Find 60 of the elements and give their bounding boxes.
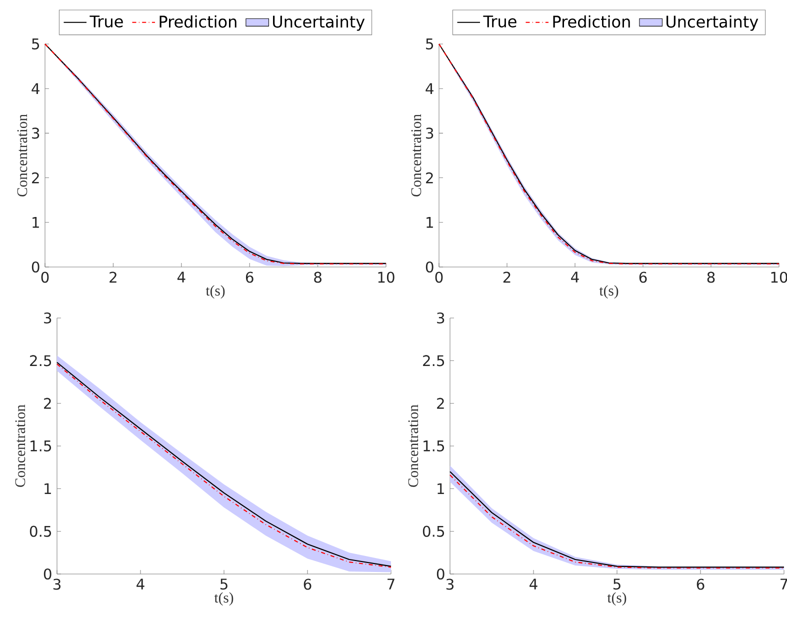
x-axis-title: t(s) [599,285,618,299]
x-tick-label: 10 [378,272,394,283]
y-tick-label: 2.5 [423,355,444,366]
x-tick-label: 3 [446,578,454,590]
x-tick-label: 4 [530,578,538,590]
x-tick-label: 5 [613,578,620,590]
y-tick-label: 3 [44,312,52,324]
y-tick-label: 2 [426,172,433,184]
y-axis-title: Concentration [408,404,418,487]
x-tick-label: 10 [771,272,787,283]
legend-label: Prediction [160,15,236,28]
legend-label: Prediction [553,15,630,28]
y-tick-label: 1.5 [424,440,444,452]
y-tick-label: 0 [426,261,434,273]
x-axis-title: t(s) [214,592,234,606]
x-tick-label: 8 [314,272,322,283]
y-tick-label: 0.5 [422,526,444,537]
y-tick-label: 0 [32,261,40,273]
x-tick-label: 7 [780,578,787,590]
legend-label: True [483,16,516,28]
x-tick-label: 4 [177,272,186,282]
x-tick-label: 4 [136,578,144,590]
legend-label: Uncertainty [273,15,365,31]
x-tick-label: 6 [246,272,254,283]
y-tick-label: 2 [44,398,51,409]
y-tick-label: 1.5 [30,440,52,452]
x-tick-label: 2 [503,272,510,283]
x-tick-label: 7 [388,578,394,590]
y-tick-label: 0 [44,568,52,580]
x-axis-title: t(s) [206,285,225,299]
y-tick-label: 2 [32,172,39,184]
x-tick-label: 3 [53,578,60,590]
x-tick-label: 4 [571,272,579,282]
legend-label: True [90,16,123,28]
y-tick-label: 3 [437,312,444,324]
y-tick-label: 1 [32,217,39,228]
y-tick-label: 2 [437,398,444,409]
y-axis-title: Concentration [17,114,28,196]
y-tick-label: 2.5 [30,355,52,366]
x-tick-label: 6 [304,578,312,590]
y-tick-label: 5 [32,38,40,50]
x-tick-label: 6 [639,272,647,283]
y-axis-title: Concentration [15,404,26,487]
y-tick-label: 3 [426,128,434,139]
y-tick-label: 3 [32,128,40,139]
y-tick-label: 4 [426,83,434,94]
y-tick-label: 1 [438,483,444,494]
y-tick-label: 1 [44,483,51,494]
x-axis-title: t(s) [607,592,626,606]
x-tick-label: 5 [220,578,228,590]
x-tick-label: 2 [110,272,116,283]
legend-label: Uncertainty [666,15,758,31]
y-tick-label: 4 [32,83,40,94]
x-tick-label: 8 [707,272,715,283]
y-tick-label: 0.5 [30,526,52,537]
y-tick-label: 5 [426,38,434,50]
y-tick-label: 1 [426,217,433,228]
y-axis-title: Concentration [411,114,422,196]
y-tick-label: 0 [436,568,444,580]
x-tick-label: 6 [696,578,704,590]
